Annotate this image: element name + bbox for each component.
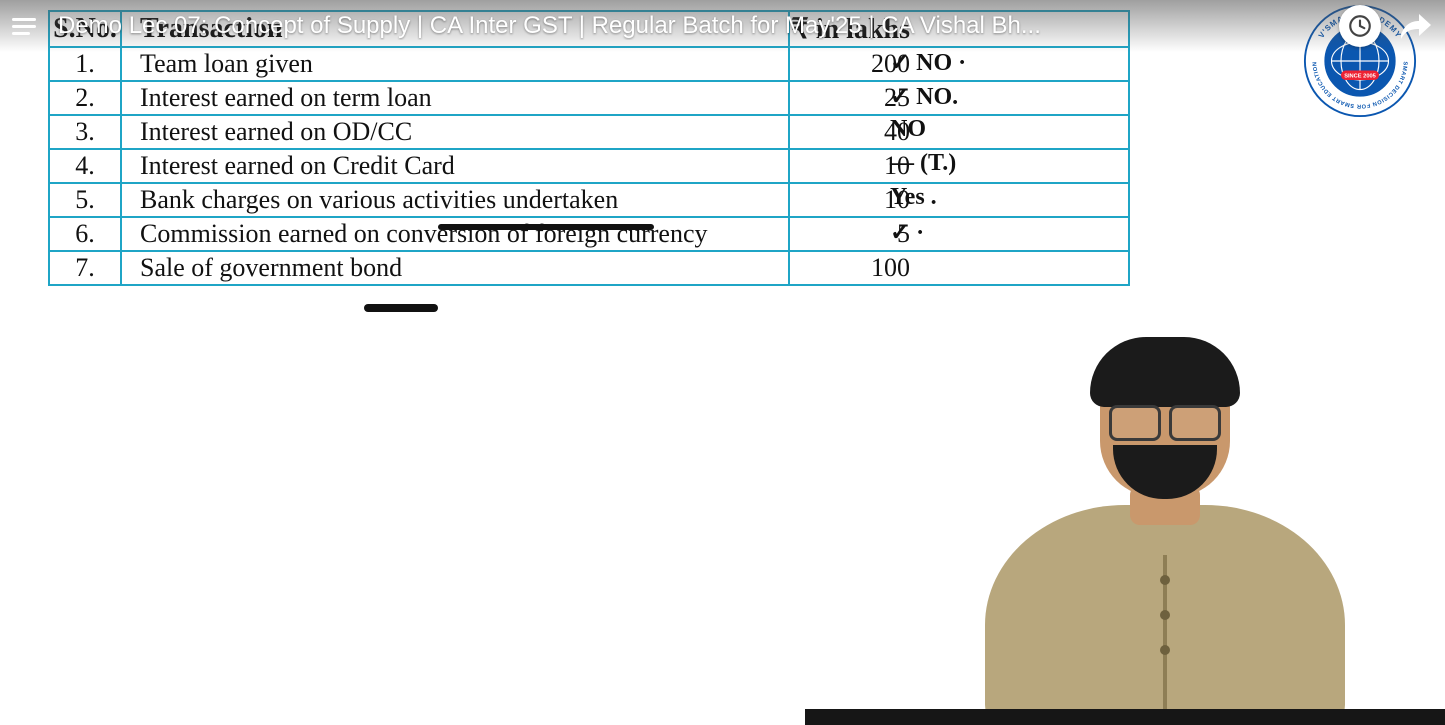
transactions-table: S.No. Transaction ₹ in lakhs 1.Team loan… bbox=[48, 10, 1130, 286]
table-row: 4.Interest earned on Credit Card10 bbox=[50, 148, 1128, 182]
table-row: 6.Commission earned on conversion of for… bbox=[50, 216, 1128, 250]
cell-transaction: Interest earned on term loan bbox=[122, 82, 790, 114]
cell-sno: 2. bbox=[50, 82, 122, 114]
cell-transaction: Bank charges on various activities under… bbox=[122, 184, 790, 216]
table-row: 2.Interest earned on term loan25 bbox=[50, 80, 1128, 114]
table-row: 5.Bank charges on various activities und… bbox=[50, 182, 1128, 216]
cell-sno: 3. bbox=[50, 116, 122, 148]
cell-transaction: Commission earned on conversion of forei… bbox=[122, 218, 790, 250]
video-frame: S.No. Transaction ₹ in lakhs 1.Team loan… bbox=[0, 0, 1445, 725]
cell-transaction: Interest earned on Credit Card bbox=[122, 150, 790, 182]
cell-amount: 25 bbox=[790, 82, 930, 114]
cell-amount: 100 bbox=[790, 252, 930, 284]
cell-amount: 5 bbox=[790, 218, 930, 250]
cell-transaction: Team loan given bbox=[122, 48, 790, 80]
clock-icon bbox=[1347, 13, 1373, 39]
table-row: 7.Sale of government bond100 bbox=[50, 250, 1128, 284]
table-row: 1.Team loan given200 bbox=[50, 46, 1128, 80]
cell-transaction: Sale of government bond bbox=[122, 252, 790, 284]
cell-amount: 10 bbox=[790, 150, 930, 182]
presenter-figure bbox=[955, 385, 1375, 725]
table-row: 3.Interest earned on OD/CC40 bbox=[50, 114, 1128, 148]
cell-amount: 40 bbox=[790, 116, 930, 148]
cell-sno: 6. bbox=[50, 218, 122, 250]
top-right-controls bbox=[1339, 5, 1433, 47]
share-button[interactable] bbox=[1399, 9, 1433, 43]
cell-amount: 10 bbox=[790, 184, 930, 216]
cell-sno: 1. bbox=[50, 48, 122, 80]
watch-later-button[interactable] bbox=[1339, 5, 1381, 47]
cell-transaction: Interest earned on OD/CC bbox=[122, 116, 790, 148]
desk-edge bbox=[805, 709, 1445, 725]
playlist-menu-button[interactable] bbox=[12, 12, 40, 40]
cell-sno: 7. bbox=[50, 252, 122, 284]
cell-sno: 4. bbox=[50, 150, 122, 182]
brand-since: SINCE 2005 bbox=[1344, 74, 1376, 80]
video-title[interactable]: Demo Lec 07: Concept of Supply | CA Inte… bbox=[58, 12, 1327, 40]
share-icon bbox=[1399, 11, 1433, 41]
cell-amount: 200 bbox=[790, 48, 930, 80]
ink-underline-government bbox=[364, 304, 438, 312]
cell-sno: 5. bbox=[50, 184, 122, 216]
